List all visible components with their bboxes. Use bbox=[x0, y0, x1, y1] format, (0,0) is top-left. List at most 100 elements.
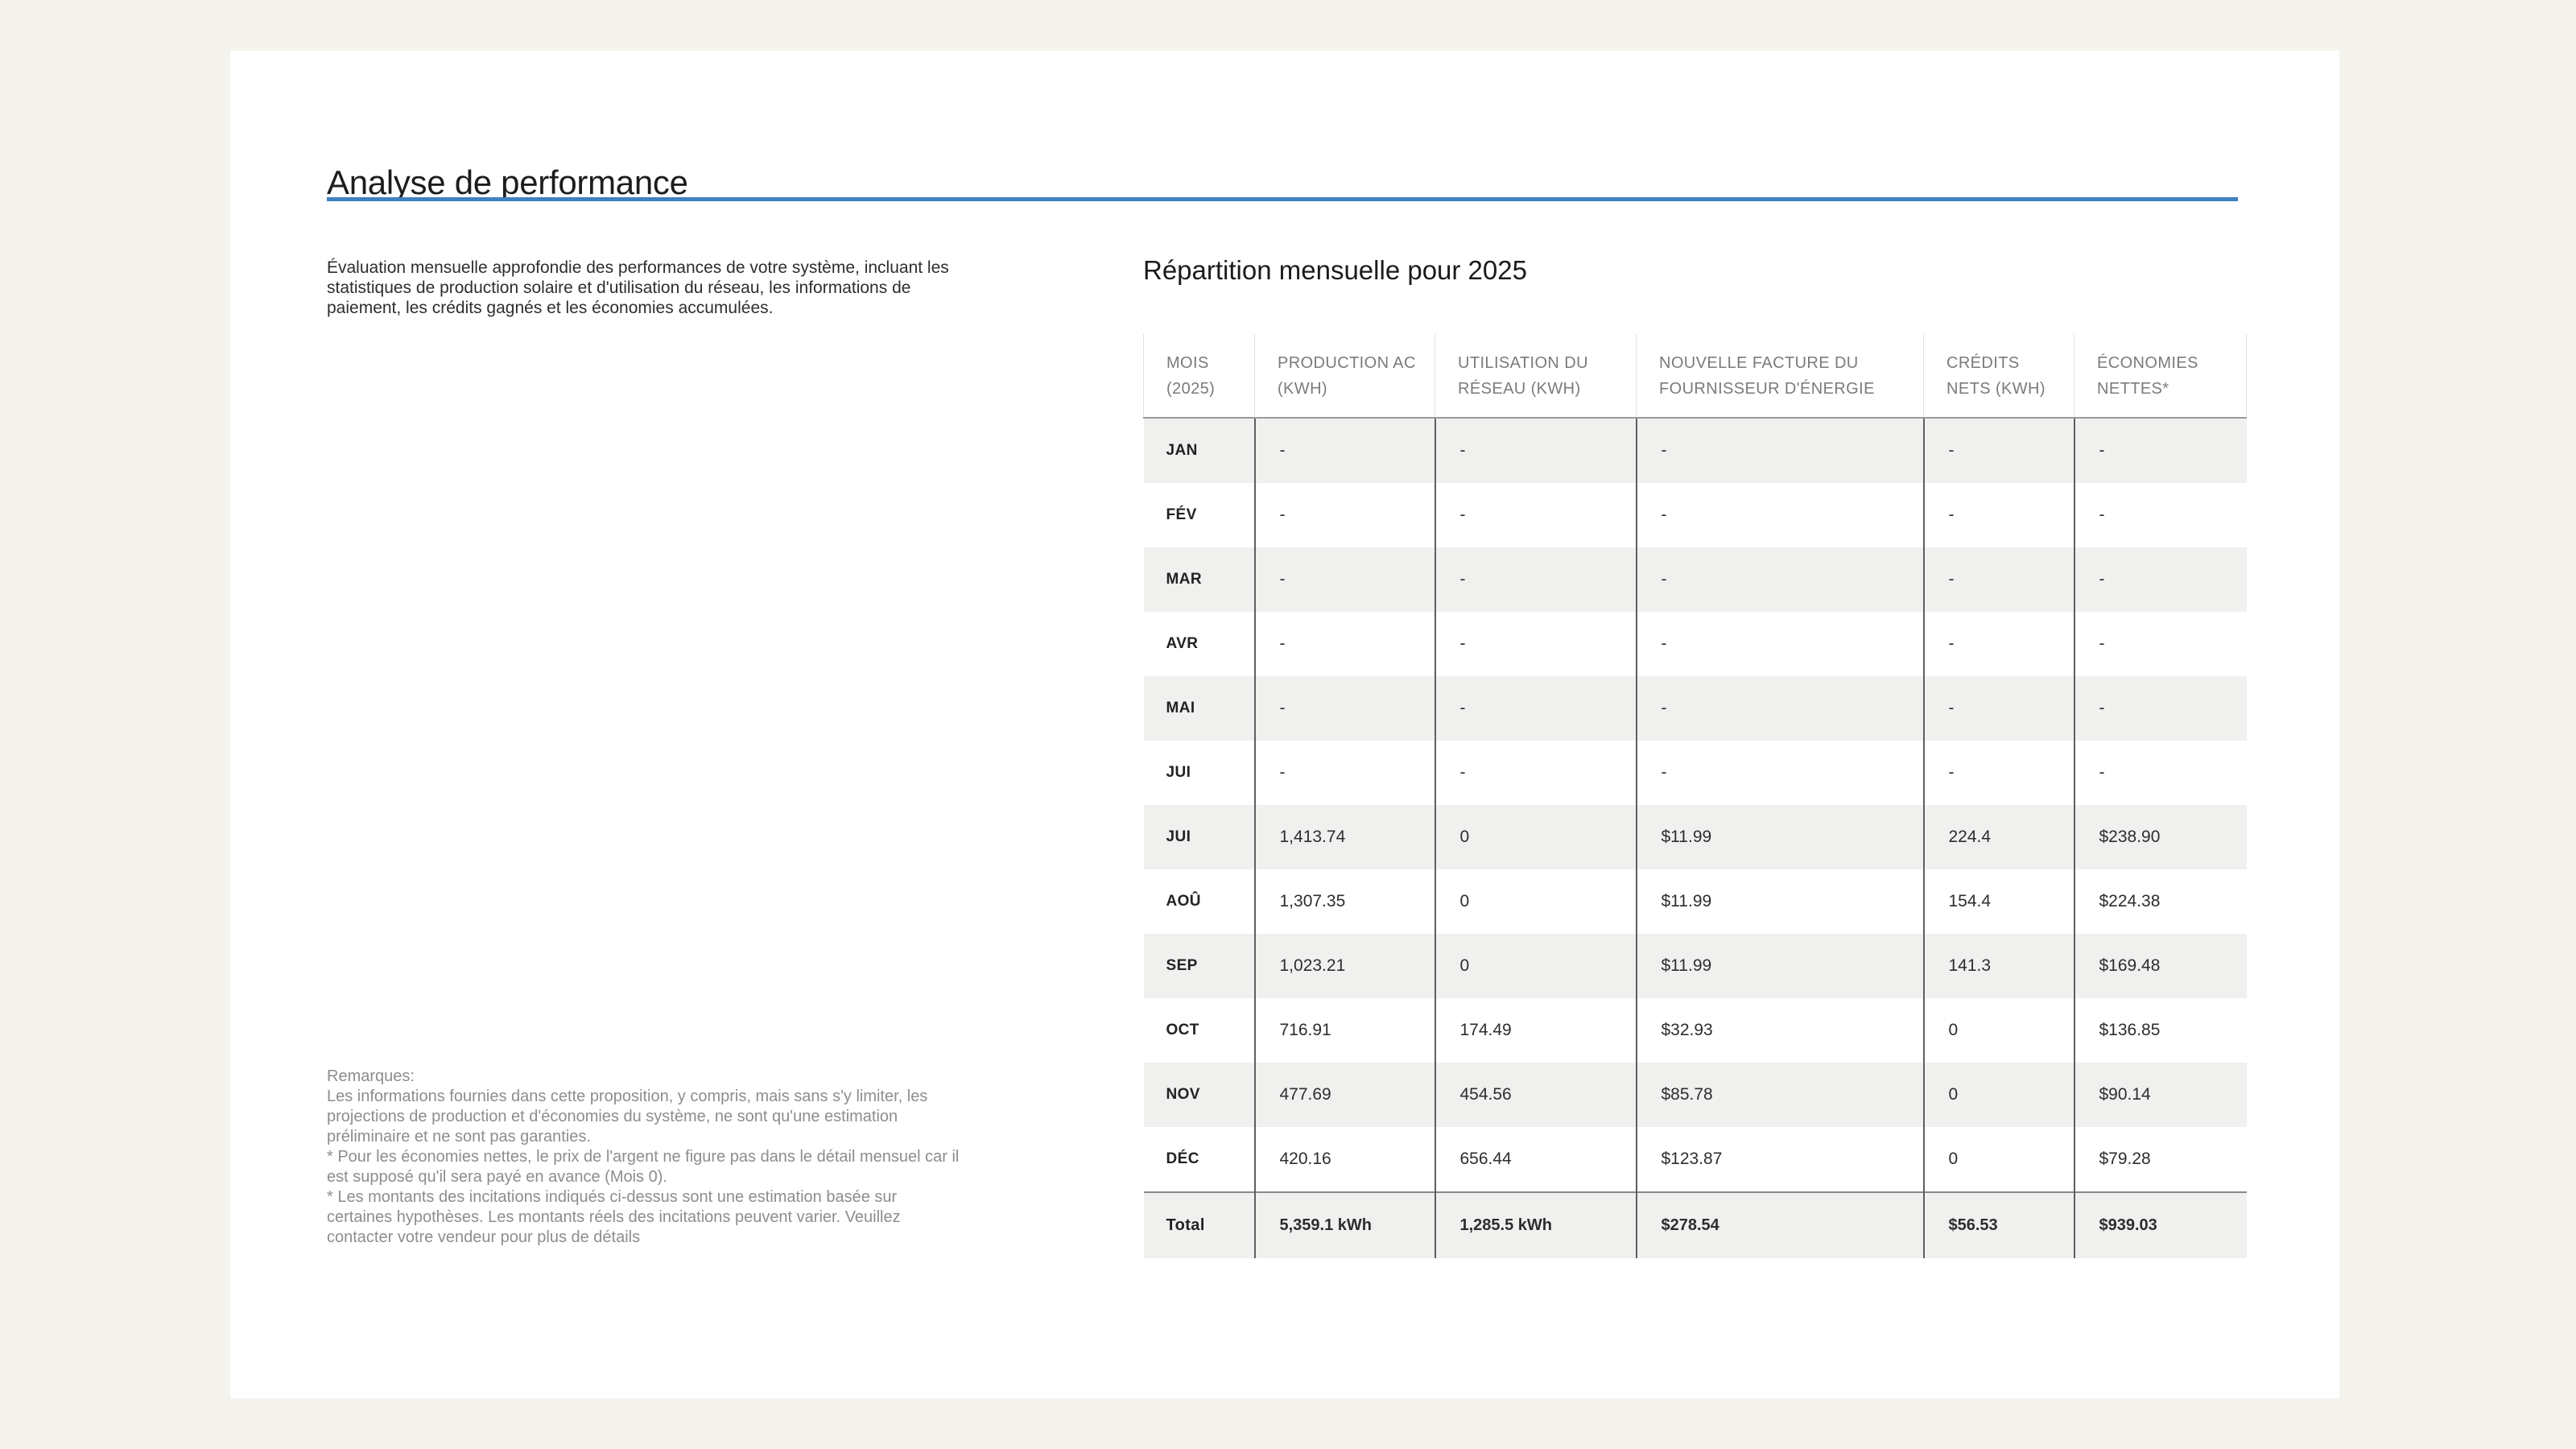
table-row: AVR - - - - - bbox=[1144, 612, 2247, 676]
value-cell: 1,307.35 bbox=[1253, 869, 1435, 934]
value-cell: - bbox=[1434, 547, 1637, 612]
value-cell: 174.49 bbox=[1434, 998, 1637, 1063]
value-cell: - bbox=[1253, 483, 1435, 547]
value-cell: - bbox=[1635, 418, 1924, 483]
remarks-block: Remarques: Les informations fournies dan… bbox=[327, 1067, 1100, 1248]
value-cell: - bbox=[1922, 676, 2074, 741]
table-total-row: Total 5,359.1 kWh 1,285.5 kWh $278.54 $56.53… bbox=[1143, 1191, 2247, 1258]
column-header: NOUVELLE FACTURE DU FOURNISSEUR D'ÉNERGI… bbox=[1636, 334, 1924, 419]
value-cell: 141.3 bbox=[1922, 934, 2074, 998]
month-cell: AOÛ bbox=[1166, 893, 1201, 910]
value-cell: - bbox=[2073, 418, 2247, 483]
value-cell: $169.48 bbox=[2073, 934, 2247, 998]
value-cell: - bbox=[1922, 612, 2074, 676]
value-cell: - bbox=[1635, 483, 1924, 547]
value-cell: $238.90 bbox=[2073, 805, 2247, 869]
month-cell: JUI bbox=[1166, 764, 1191, 781]
value-cell: - bbox=[1922, 483, 2074, 547]
description-line: Évaluation mensuelle approfondie des per… bbox=[327, 258, 949, 277]
month-cell: NOV bbox=[1166, 1086, 1200, 1103]
total-value-cell: $56.53 bbox=[1922, 1191, 2074, 1258]
value-cell: $123.87 bbox=[1635, 1127, 1924, 1192]
remarks-line: est supposé qu'il sera payé en avance (M… bbox=[327, 1168, 667, 1186]
remarks-line: certaines hypothèses. Les montants réels… bbox=[327, 1208, 901, 1226]
month-cell: OCT bbox=[1166, 1022, 1199, 1038]
value-cell: - bbox=[1253, 418, 1435, 483]
column-header: PRODUCTION AC (KWH) bbox=[1254, 334, 1435, 419]
value-cell: - bbox=[1635, 676, 1924, 741]
table-row: MAR - - - - - bbox=[1143, 547, 2247, 612]
remarks-line: projections de production et d'économies… bbox=[327, 1108, 898, 1125]
total-value-cell: $278.54 bbox=[1635, 1191, 1924, 1258]
value-cell: - bbox=[2073, 676, 2247, 741]
description-line: paiement, les crédits gagnés et les écon… bbox=[327, 299, 774, 317]
total-value-cell: $939.03 bbox=[2073, 1191, 2247, 1258]
value-cell: 716.91 bbox=[1253, 998, 1435, 1063]
value-cell: 0 bbox=[1922, 998, 2074, 1063]
value-cell: - bbox=[2073, 741, 2247, 805]
month-cell: FÉV bbox=[1166, 506, 1197, 523]
value-cell: - bbox=[1635, 612, 1924, 676]
table-body: JAN - - - - - FÉV - - - - - MAR - - - - - AVR - - - - - MAI - - - - -… bbox=[1143, 418, 2247, 1192]
table-row: NOV 477.69 454.56 $85.78 0 $90.14 bbox=[1143, 1063, 2247, 1127]
value-cell: 0 bbox=[1922, 1063, 2074, 1127]
value-cell: $224.38 bbox=[2073, 869, 2247, 934]
value-cell: - bbox=[2073, 483, 2247, 547]
value-cell: - bbox=[1253, 547, 1435, 612]
remarks-heading: Remarques: bbox=[327, 1067, 415, 1085]
value-cell: 477.69 bbox=[1253, 1063, 1435, 1127]
value-cell: $11.99 bbox=[1635, 934, 1924, 998]
value-cell: - bbox=[1922, 741, 2074, 805]
table-row: OCT 716.91 174.49 $32.93 0 $136.85 bbox=[1144, 998, 2247, 1063]
table-row: JUI 1,413.74 0 $11.99 224.4 $238.90 bbox=[1143, 805, 2247, 869]
value-cell: 454.56 bbox=[1434, 1063, 1637, 1127]
month-cell: MAR bbox=[1166, 571, 1202, 588]
month-cell: JUI bbox=[1166, 828, 1191, 845]
description-line: statistiques de production solaire et d'… bbox=[327, 279, 911, 297]
monthly-breakdown-table: MOIS (2025) PRODUCTION AC (KWH) UTILISATIO… bbox=[1143, 334, 2247, 1258]
value-cell: - bbox=[2073, 612, 2247, 676]
value-cell: - bbox=[1635, 547, 1924, 612]
value-cell: - bbox=[1434, 418, 1637, 483]
value-cell: $90.14 bbox=[2073, 1063, 2247, 1127]
remarks-line: contacter votre vendeur pour plus de dét… bbox=[327, 1228, 641, 1246]
value-cell: 224.4 bbox=[1922, 805, 2074, 869]
title-accent-rule bbox=[327, 197, 2238, 201]
month-cell: AVR bbox=[1166, 635, 1199, 652]
value-cell: $11.99 bbox=[1635, 805, 1924, 869]
total-value-cell: 1,285.5 kWh bbox=[1434, 1191, 1637, 1258]
value-cell: - bbox=[1434, 483, 1637, 547]
table-row: JUI - - - - - bbox=[1144, 741, 2247, 805]
remarks-line: Les informations fournies dans cette pro… bbox=[327, 1088, 928, 1105]
value-cell: $32.93 bbox=[1635, 998, 1924, 1063]
table-row: MAI - - - - - bbox=[1143, 676, 2247, 741]
value-cell: 0 bbox=[1434, 805, 1637, 869]
month-cell: DÉC bbox=[1166, 1150, 1199, 1167]
value-cell: - bbox=[2073, 547, 2247, 612]
section-description: Évaluation mensuelle approfondie des per… bbox=[327, 258, 1051, 318]
value-cell: - bbox=[1434, 741, 1637, 805]
table-row: AOÛ 1,307.35 0 $11.99 154.4 $224.38 bbox=[1144, 869, 2247, 934]
value-cell: - bbox=[1434, 676, 1637, 741]
table-row: FÉV - - - - - bbox=[1144, 483, 2247, 547]
value-cell: - bbox=[1922, 418, 2074, 483]
page-title: Analyse de performance bbox=[327, 163, 688, 201]
total-value-cell: 5,359.1 kWh bbox=[1253, 1191, 1435, 1258]
column-header: UTILISATION DU RÉSEAU (KWH) bbox=[1435, 334, 1637, 419]
remarks-line: * Les montants des incitations indiqués … bbox=[327, 1188, 898, 1206]
report-page-card: Analyse de performance Évaluation mensue… bbox=[230, 51, 2339, 1398]
value-cell: 1,023.21 bbox=[1253, 934, 1435, 998]
value-cell: $79.28 bbox=[2073, 1127, 2247, 1192]
value-cell: $85.78 bbox=[1635, 1063, 1924, 1127]
column-header: ÉCONOMIES NETTES* bbox=[2074, 334, 2247, 419]
value-cell: - bbox=[1253, 612, 1435, 676]
total-label-cell: Total bbox=[1143, 1191, 1255, 1258]
table-row: DÉC 420.16 656.44 $123.87 0 $79.28 bbox=[1144, 1127, 2247, 1192]
month-cell: MAI bbox=[1166, 700, 1195, 716]
table-row: JAN - - - - - bbox=[1143, 418, 2247, 483]
column-header: MOIS (2025) bbox=[1143, 334, 1255, 419]
table-header-row: MOIS (2025) PRODUCTION AC (KWH) UTILISATIO… bbox=[1143, 334, 2247, 419]
value-cell: $11.99 bbox=[1635, 869, 1924, 934]
value-cell: $136.85 bbox=[2073, 998, 2247, 1063]
